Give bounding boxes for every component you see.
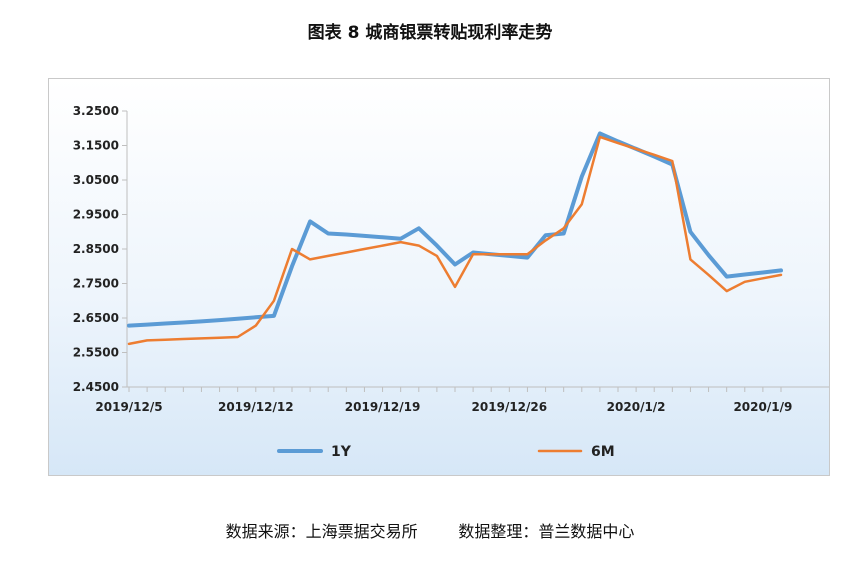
legend-label-1y: 1Y <box>331 444 352 460</box>
y-tick-label: 2.6500 <box>73 311 119 325</box>
chart-area: 3.2500 3.1500 3.0500 2.9500 2.8500 2.7500 2.65… <box>48 78 830 476</box>
x-tick-label: 2020/1/2 <box>607 400 666 414</box>
series-line-6m <box>127 135 783 346</box>
line-chart: 3.2500 3.1500 3.0500 2.9500 2.8500 2.7500 2.65… <box>73 104 829 460</box>
series-line-1y <box>127 131 783 328</box>
x-tick-label: 2019/12/26 <box>472 400 548 414</box>
x-tick-label: 2019/12/5 <box>95 400 162 414</box>
y-tick-label: 2.4500 <box>73 380 119 394</box>
chart-title: 图表 8 城商银票转贴现利率走势 <box>307 23 553 43</box>
y-tick-label: 2.7500 <box>73 277 119 291</box>
y-tick-label: 2.5500 <box>73 346 119 360</box>
y-tick-label: 2.9500 <box>73 208 119 222</box>
y-tick-label: 3.1500 <box>73 139 119 153</box>
y-tick-label: 3.0500 <box>73 173 119 187</box>
y-tick-label: 3.2500 <box>73 104 119 118</box>
y-tick-label: 2.8500 <box>73 242 119 256</box>
x-tick-label: 2019/12/12 <box>218 400 294 414</box>
source-note: 数据来源：上海票据交易所 数据整理：普兰数据中心 <box>225 522 635 541</box>
legend-label-6m: 6M <box>591 444 615 460</box>
x-tick-label: 2020/1/9 <box>733 400 792 414</box>
x-tick-label: 2019/12/19 <box>345 400 421 414</box>
